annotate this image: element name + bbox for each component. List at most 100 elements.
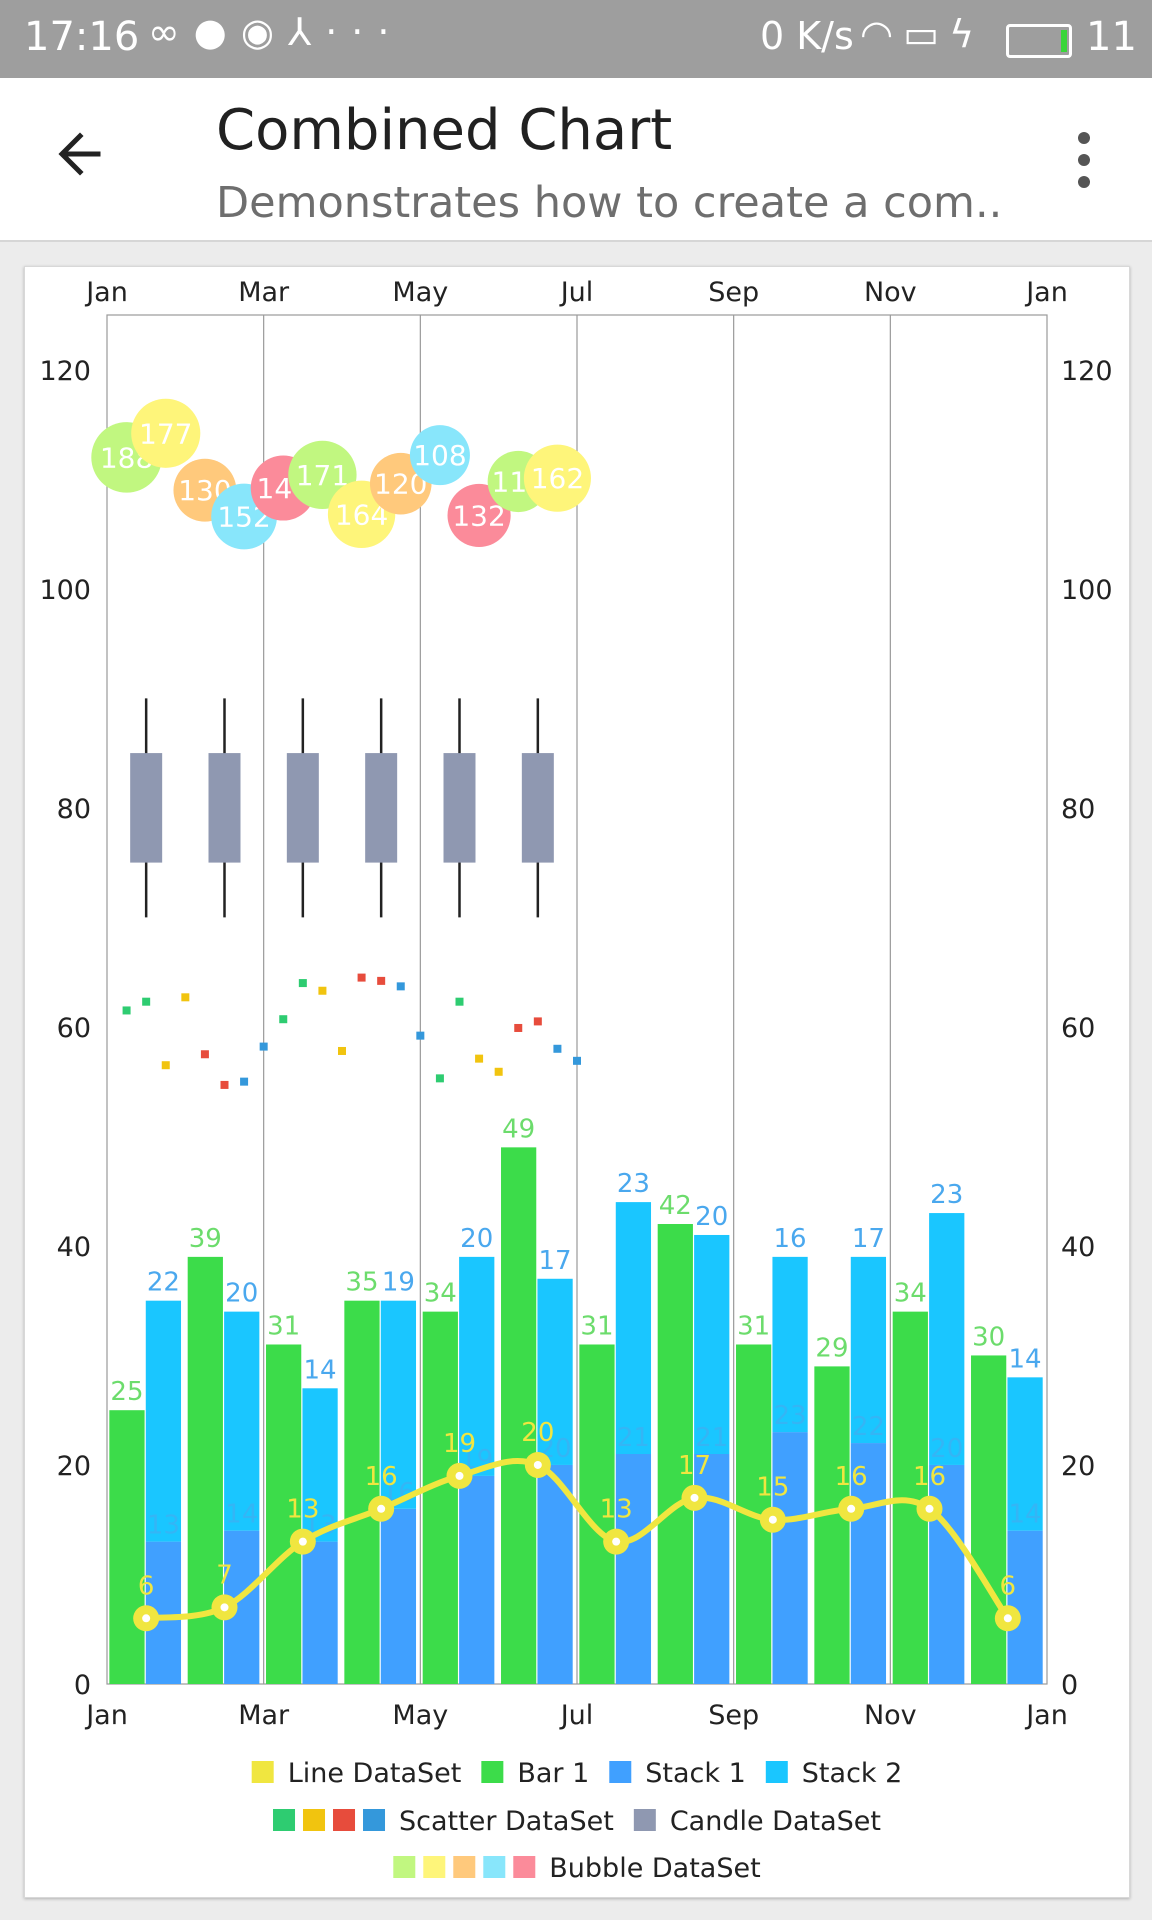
line-point-label: 15 (756, 1473, 789, 1503)
scatter-point (122, 1006, 131, 1015)
scatter-point (240, 1077, 249, 1086)
y-axis-left-label: 20 (57, 1451, 91, 1482)
bar-1-label: 31 (737, 1311, 770, 1341)
y-axis-left-label: 120 (39, 356, 91, 387)
line-point-label: 6 (138, 1571, 155, 1601)
scatter-point (553, 1044, 562, 1053)
x-axis-top-label: Jul (559, 277, 594, 308)
line-point-label: 16 (913, 1462, 946, 1492)
stack-1-label: 23 (774, 1401, 807, 1431)
bar-1-label: 34 (894, 1279, 927, 1309)
scatter-point (455, 997, 464, 1006)
y-axis-left-label: 40 (57, 1232, 91, 1263)
y-axis-right-label: 60 (1061, 1013, 1095, 1044)
candle-body (365, 753, 398, 863)
scatter-point (435, 1074, 444, 1083)
bar-1-label: 49 (502, 1114, 535, 1144)
candle-body (286, 753, 319, 863)
stack-2-bar (145, 1300, 182, 1542)
legend-swatch (303, 1809, 326, 1831)
bar-1 (501, 1147, 537, 1684)
scatter-point (475, 1054, 484, 1063)
bar-1-label: 30 (972, 1322, 1005, 1352)
overflow-menu-icon[interactable] (1072, 132, 1096, 188)
stack-1-bar (459, 1475, 495, 1684)
stack-2-bar (694, 1234, 730, 1455)
stack-1-bar (302, 1541, 338, 1684)
stack-2-label: 14 (304, 1355, 337, 1385)
x-axis-bottom-label: May (392, 1700, 448, 1731)
stack-2-label: 19 (382, 1268, 415, 1298)
x-axis-bottom-label: Jul (559, 1700, 594, 1731)
stack-1-bar (380, 1508, 417, 1684)
stack-2-label: 23 (617, 1169, 650, 1199)
stack-1-label: 13 (147, 1511, 180, 1541)
scatter-point (357, 973, 366, 982)
scatter-point (279, 1015, 288, 1024)
candle-body (130, 753, 163, 863)
line-point-label: 19 (443, 1429, 476, 1459)
line-point-label: 7 (216, 1560, 233, 1590)
stack-1-label: 22 (852, 1412, 885, 1442)
combined-chart[interactable]: 25 39 31 35 34 49 31 42 31 29 34 30 13 22 14 20 13 14 16 19… (25, 267, 1129, 1897)
line-point-label: 13 (286, 1495, 319, 1525)
page-subtitle: Demonstrates how to create a com.. (216, 178, 1003, 228)
y-axis-right-label: 120 (1061, 356, 1113, 387)
legend-swatch (483, 1856, 506, 1878)
stack-2-bar (929, 1213, 965, 1465)
bubble-label: 132 (452, 499, 505, 532)
bubble-label: 162 (531, 462, 584, 495)
stack-2-label: 16 (774, 1224, 807, 1254)
y-axis-left-label: 60 (57, 1013, 91, 1044)
x-axis-top-label: May (392, 277, 448, 308)
x-axis-top-label: Mar (238, 277, 290, 308)
bar-1 (657, 1224, 693, 1684)
line-point-hole (768, 1515, 777, 1524)
page-title: Combined Chart (216, 98, 673, 163)
y-axis-right-label: 80 (1061, 794, 1095, 825)
bar-1 (971, 1355, 1007, 1684)
stack-1-label: 21 (617, 1423, 650, 1453)
stack-1-label: 14 (225, 1500, 258, 1530)
stack-2-label: 17 (539, 1246, 572, 1276)
line-point-label: 17 (678, 1451, 711, 1481)
legend-swatch (453, 1856, 476, 1878)
stack-2-label: 22 (147, 1268, 180, 1298)
candle-body (443, 753, 476, 863)
battery-level: 11 (1086, 14, 1137, 60)
bubble-label: 171 (296, 459, 349, 492)
legend-swatch (333, 1809, 356, 1831)
stack-2-bar (537, 1278, 573, 1465)
stack-2-label: 17 (852, 1224, 885, 1254)
legend-label: Candle DataSet (670, 1806, 881, 1837)
stack-1-label: 21 (695, 1423, 728, 1453)
legend-swatch (765, 1761, 788, 1783)
legend-swatch (481, 1761, 504, 1783)
status-time: 17:16 (24, 14, 140, 60)
arrow-back-icon[interactable] (52, 122, 116, 186)
stack-2-label: 14 (1009, 1344, 1042, 1374)
candle-body (521, 753, 554, 863)
stack-2-label: 20 (460, 1224, 493, 1254)
chart-card: 25 39 31 35 34 49 31 42 31 29 34 30 13 22 14 20 13 14 16 19… (24, 266, 1130, 1898)
legend-label: Stack 1 (645, 1758, 746, 1789)
more-icon: ··· (325, 10, 404, 54)
line-point-hole (533, 1460, 542, 1469)
x-axis-bottom-label: Nov (864, 1700, 917, 1731)
legend-label: Scatter DataSet (399, 1806, 614, 1837)
x-axis-bottom-label: Jan (84, 1700, 128, 1731)
scatter-point (338, 1046, 346, 1055)
x-axis-bottom-label: Jan (1024, 1700, 1068, 1731)
scatter-point (514, 1023, 523, 1032)
bar-1-label: 34 (424, 1279, 457, 1309)
legend-swatch (609, 1761, 632, 1783)
bubble (523, 444, 591, 512)
stack-2-label: 20 (695, 1202, 728, 1232)
scatter-point (318, 986, 327, 995)
stack-2-bar (380, 1300, 417, 1509)
scatter-point (200, 1050, 209, 1059)
status-left-icons: ∞●◉⅄··· (148, 10, 403, 54)
legend-swatch (273, 1809, 296, 1831)
legend-swatch (393, 1856, 416, 1878)
wifi-icon: ◠ (860, 12, 904, 56)
